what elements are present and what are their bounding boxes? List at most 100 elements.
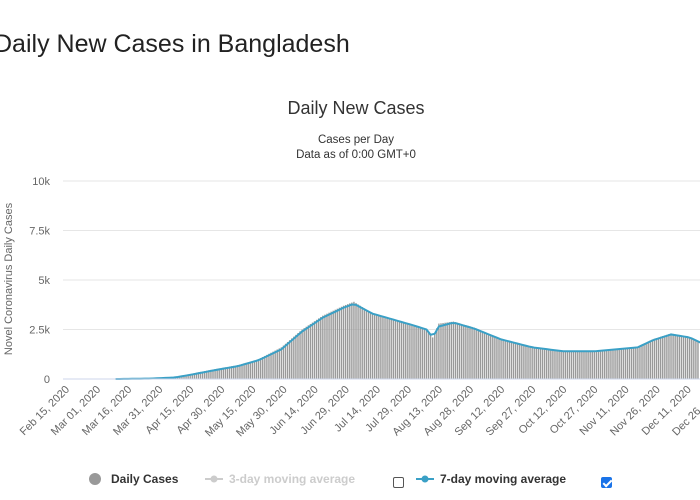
daily-case-bar — [336, 308, 339, 379]
daily-case-bar — [419, 327, 421, 379]
daily-case-bar — [610, 349, 612, 379]
ma3-toggle-checkbox[interactable] — [393, 477, 404, 488]
daily-case-bar — [268, 353, 270, 379]
daily-case-bar — [643, 343, 645, 379]
legend-label-3-day-moving-average: 3-day moving average — [229, 472, 356, 486]
daily-case-bar — [185, 374, 187, 379]
daily-case-bar — [672, 333, 674, 379]
daily-case-bar — [344, 304, 347, 379]
daily-case-bar — [276, 349, 278, 379]
legend-item-3-day-moving-average[interactable]: 3-day moving average — [205, 472, 355, 486]
daily-case-bar — [210, 369, 212, 379]
daily-case-bar — [589, 351, 591, 379]
daily-case-bar — [516, 343, 519, 379]
daily-case-bar — [444, 322, 446, 379]
daily-case-bar — [301, 329, 303, 379]
daily-case-bar — [678, 335, 681, 379]
daily-case-bar — [676, 334, 678, 379]
y-axis-title: Novel Coronavirus Daily Cases — [3, 202, 15, 355]
daily-case-bar — [274, 350, 276, 379]
daily-case-bar — [201, 371, 204, 379]
daily-case-bar — [288, 340, 291, 379]
daily-case-bar — [485, 333, 488, 379]
daily-case-bar — [572, 351, 575, 379]
daily-case-bar — [409, 324, 411, 379]
daily-case-bar — [332, 310, 334, 379]
daily-case-bar — [436, 328, 438, 379]
daily-case-bar — [197, 372, 200, 379]
daily-case-bar — [662, 336, 664, 379]
y-axis-ticks: 0 2.5k 5k 7.5k 10k — [29, 176, 50, 386]
daily-case-bar — [688, 337, 691, 379]
daily-case-bar — [427, 332, 430, 379]
daily-case-bar — [305, 326, 307, 379]
legend-item-daily-cases[interactable]: Daily Cases — [88, 472, 178, 486]
daily-case-bar — [351, 302, 353, 379]
moving-average-lines — [115, 303, 700, 380]
daily-case-bar — [626, 348, 629, 379]
daily-case-bar — [251, 360, 254, 379]
daily-case-bar — [633, 347, 635, 379]
daily-case-bar — [394, 320, 397, 379]
daily-case-bar — [208, 370, 210, 379]
y-tick-label: 0 — [44, 374, 50, 386]
chart-title: Daily New Cases — [287, 98, 425, 118]
chart-subtitle: Cases per Day — [317, 134, 395, 146]
daily-case-bar — [556, 350, 558, 379]
daily-case-bar — [266, 354, 268, 379]
daily-case-bar — [384, 317, 386, 379]
daily-case-bar — [686, 336, 689, 379]
daily-case-bar — [554, 350, 556, 379]
daily-case-bar — [452, 321, 455, 379]
daily-case-bar — [365, 309, 368, 379]
daily-case-bar — [523, 345, 525, 379]
ma7-toggle-checkbox[interactable] — [601, 477, 612, 488]
daily-cases-legend-marker — [89, 473, 101, 485]
daily-case-bar — [392, 319, 395, 379]
daily-case-bar — [490, 334, 492, 379]
daily-case-bar — [438, 323, 440, 379]
daily-case-bar — [612, 349, 614, 379]
daily-case-bar — [664, 335, 666, 379]
daily-case-bar — [537, 348, 540, 379]
daily-case-bar — [247, 362, 249, 379]
daily-case-bar — [645, 342, 647, 379]
daily-case-bar — [628, 348, 631, 379]
daily-case-bar — [367, 311, 370, 379]
chart-data-timestamp: Data as of 0:00 GMT+0 — [296, 149, 416, 161]
daily-case-bar — [500, 339, 502, 379]
daily-case-bar — [434, 332, 436, 379]
daily-case-bar — [222, 367, 225, 379]
daily-case-bar — [239, 364, 241, 379]
daily-case-bar — [417, 326, 419, 379]
daily-case-bar — [695, 340, 697, 379]
daily-case-bar — [411, 324, 413, 379]
y-tick-label: 7.5k — [29, 226, 50, 238]
daily-case-bar — [233, 365, 235, 379]
daily-case-bar — [583, 351, 585, 379]
daily-case-bar — [566, 351, 569, 379]
daily-case-bar — [564, 351, 567, 379]
y-tick-label: 2.5k — [29, 325, 50, 337]
daily-case-bar — [593, 351, 596, 379]
daily-case-bar — [458, 323, 461, 379]
daily-case-bar — [483, 332, 486, 379]
daily-case-bar — [560, 351, 562, 379]
daily-case-bar — [630, 347, 633, 379]
daily-case-bar — [193, 373, 196, 379]
daily-case-bar — [622, 348, 625, 379]
daily-case-bar — [241, 363, 243, 379]
legend-item-7-day-moving-average[interactable]: 7-day moving average — [416, 472, 566, 486]
daily-case-bar — [357, 304, 359, 379]
daily-case-bar — [297, 333, 299, 379]
daily-case-bar — [562, 351, 564, 379]
daily-case-bar — [307, 325, 310, 379]
daily-case-bar — [359, 305, 361, 379]
daily-case-bar — [398, 321, 401, 379]
daily-case-bar — [235, 365, 237, 379]
daily-case-bar — [330, 311, 332, 379]
daily-case-bar — [187, 374, 189, 379]
daily-case-bar — [224, 367, 227, 379]
daily-case-bar — [670, 333, 672, 379]
daily-case-bar — [637, 347, 639, 379]
